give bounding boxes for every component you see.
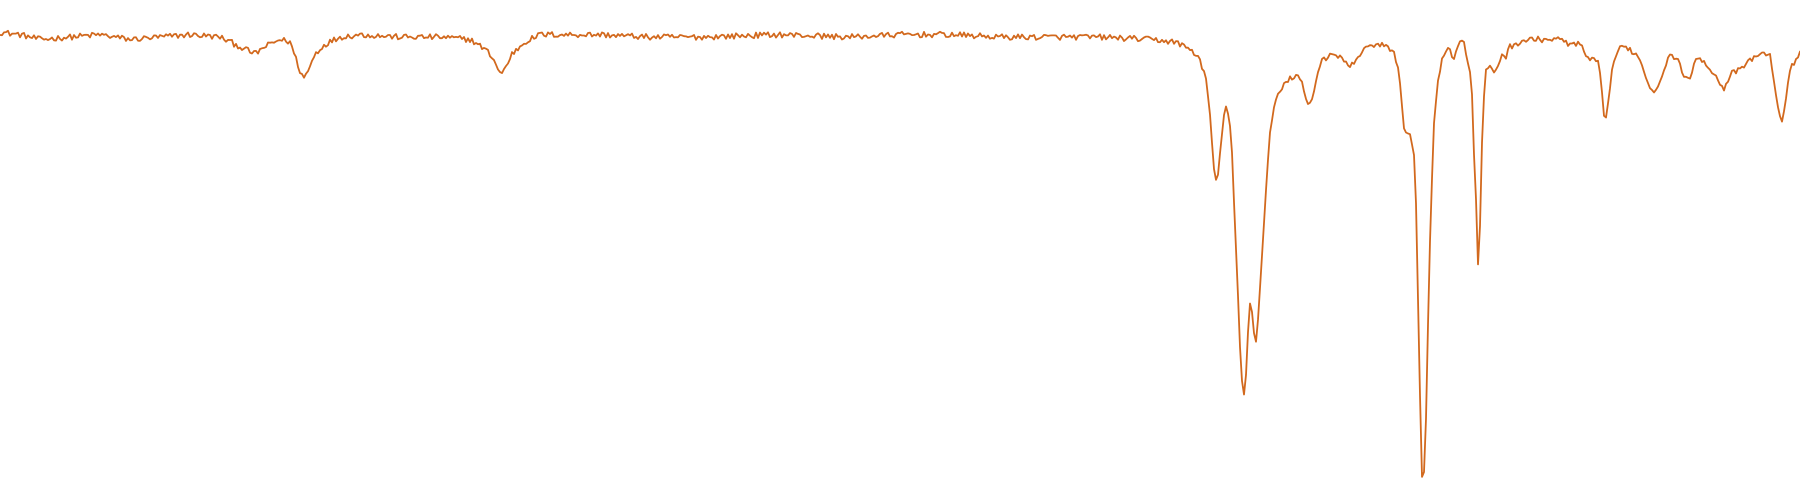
plot-area [0, 29, 1800, 478]
spectrum-series-line [0, 29, 1800, 478]
